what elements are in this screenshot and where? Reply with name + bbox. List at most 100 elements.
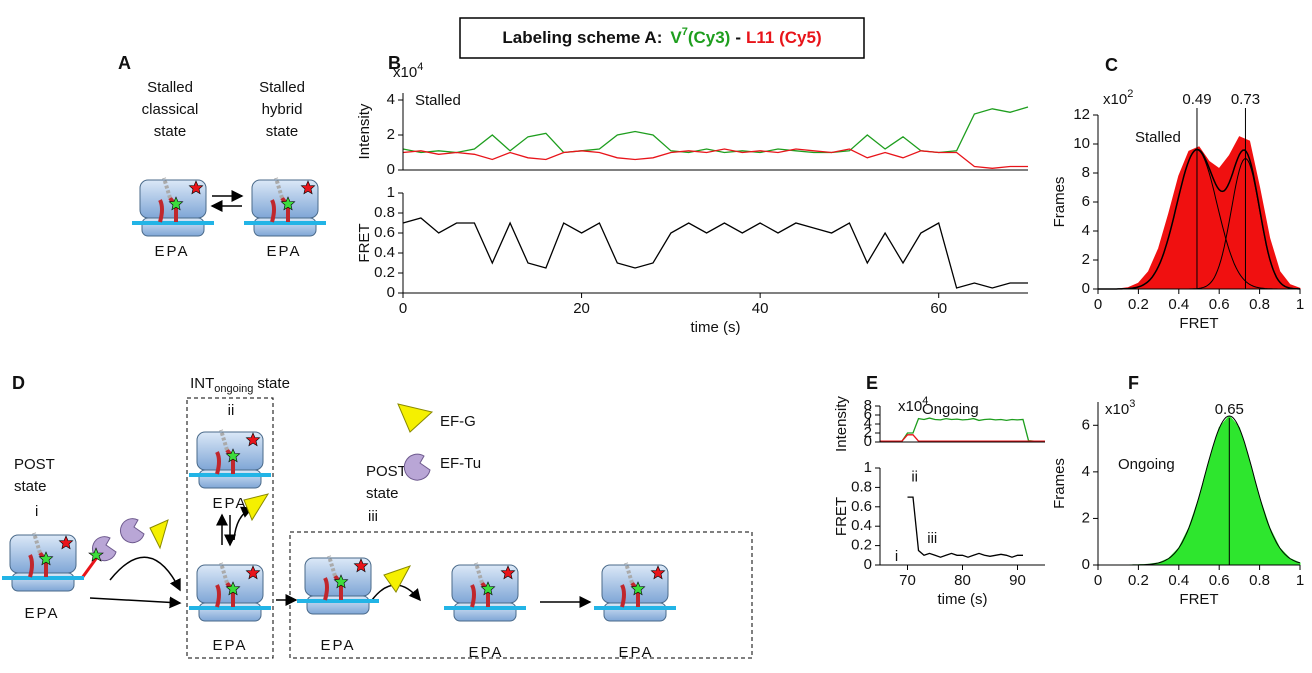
dye-star <box>480 581 496 596</box>
y-tick-label: 0 <box>1082 556 1090 573</box>
x-tick-label: 0.4 <box>1168 572 1189 589</box>
y-axis-label: Frames <box>1051 458 1068 509</box>
title-box <box>459 17 865 59</box>
y-tick-label: 0.2 <box>851 537 872 554</box>
arrow <box>109 556 181 592</box>
title: Labeling scheme A: V7(Cy3) - L11 (Cy5) <box>502 26 821 48</box>
x-tick-label: 0 <box>1094 572 1102 589</box>
x-tick-label: 40 <box>752 300 769 317</box>
x-axis-label: FRET <box>1179 591 1218 608</box>
legend-label: EF-Tu <box>440 455 481 472</box>
dye-star <box>650 565 666 580</box>
x-tick-label: 70 <box>899 572 916 589</box>
y-tick-label: 2 <box>864 424 872 441</box>
state-name: INT <box>190 375 214 392</box>
scale-label: x102 <box>1103 88 1133 108</box>
scale-exponent: 4 <box>417 61 423 73</box>
annotation: Stalled <box>415 92 461 109</box>
panel-label: A <box>118 53 131 73</box>
ef-g-icon <box>243 493 270 522</box>
state-index: i <box>35 503 38 520</box>
peptide <box>32 532 42 554</box>
scale-base: x10 <box>898 398 922 415</box>
x-axis-label: time (s) <box>938 591 988 608</box>
y-axis-label: Frames <box>1051 177 1068 228</box>
trna <box>80 555 100 579</box>
annotation: Stalled <box>1135 129 1181 146</box>
y-tick-label: 12 <box>1073 106 1090 123</box>
y-tick-label: 6 <box>864 406 872 423</box>
ef-g-icon <box>383 565 412 593</box>
site-label: EPA <box>155 243 190 260</box>
y-tick-label: 4 <box>864 415 872 432</box>
scale-base: x10 <box>1103 91 1127 108</box>
state-subscript: ongoing <box>214 383 253 395</box>
peak-label: 0.73 <box>1231 91 1260 108</box>
small-subunit <box>11 572 75 592</box>
title-label: Labeling scheme A: <box>502 28 662 47</box>
x-tick-label: 60 <box>930 300 947 317</box>
y-tick-label: 8 <box>864 397 872 414</box>
fit-curve <box>1098 148 1300 290</box>
trace <box>907 496 1023 558</box>
x-tick-label: 0.4 <box>1168 296 1189 313</box>
annotation: ii <box>911 469 918 486</box>
y-tick-label: 0 <box>864 556 872 573</box>
dye-star <box>245 432 261 447</box>
ef-tu-icon <box>119 518 145 544</box>
panel-label: D <box>12 373 25 393</box>
peptide <box>274 177 284 199</box>
small-subunit <box>141 217 205 237</box>
ef-g-icon <box>149 519 169 550</box>
small-subunit <box>198 602 262 622</box>
small-subunit <box>603 602 667 622</box>
x-tick-label: 80 <box>954 572 971 589</box>
peptide <box>219 429 229 451</box>
y-tick-label: 1 <box>387 184 395 201</box>
x-tick-label: 1 <box>1296 572 1304 589</box>
y-tick-label: 2 <box>1082 509 1090 526</box>
trace <box>880 434 1045 442</box>
histogram-area <box>1098 415 1301 566</box>
x-tick-label: 0.8 <box>1249 572 1270 589</box>
site-label: EPA <box>321 637 356 654</box>
x-axis-label: time (s) <box>691 319 741 336</box>
site-label: EPA <box>469 644 504 661</box>
y-tick-label: 2 <box>1082 251 1090 268</box>
dye-star <box>333 574 349 589</box>
y-axis-label: FRET <box>833 497 850 536</box>
panel-label: F <box>1128 373 1139 393</box>
x-tick-label: 0 <box>399 300 407 317</box>
scale-exponent: 4 <box>922 395 928 407</box>
state-label: state <box>366 485 399 502</box>
small-subunit <box>306 595 370 615</box>
trace <box>402 148 1028 169</box>
trace <box>402 106 1029 154</box>
panel-label: E <box>866 373 878 393</box>
x-tick-label: 0.2 <box>1128 296 1149 313</box>
scale-label: x103 <box>1105 398 1135 418</box>
dye-star <box>280 196 296 211</box>
small-subunit <box>453 602 517 622</box>
y-tick-label: 8 <box>1082 164 1090 181</box>
y-tick-label: 0.4 <box>851 517 872 534</box>
y-tick-label: 4 <box>1082 463 1090 480</box>
y-tick-label: 2 <box>387 126 395 143</box>
annotation: Ongoing <box>1118 456 1175 473</box>
y-axis-label: Intensity <box>833 396 850 452</box>
small-subunit <box>253 217 317 237</box>
state-suffix: state <box>257 375 290 392</box>
annotation: i <box>895 548 898 565</box>
peptide <box>624 562 634 584</box>
y-tick-label: 4 <box>387 91 395 108</box>
ef-tu-icon <box>403 453 431 481</box>
state-label: classical <box>142 101 199 118</box>
state-label: POST <box>366 463 407 480</box>
site-label: EPA <box>213 637 248 654</box>
state-label: state <box>14 478 47 495</box>
state-label: state <box>154 123 187 140</box>
state-label: INTongoing state <box>190 375 290 395</box>
dye-star <box>58 535 74 550</box>
